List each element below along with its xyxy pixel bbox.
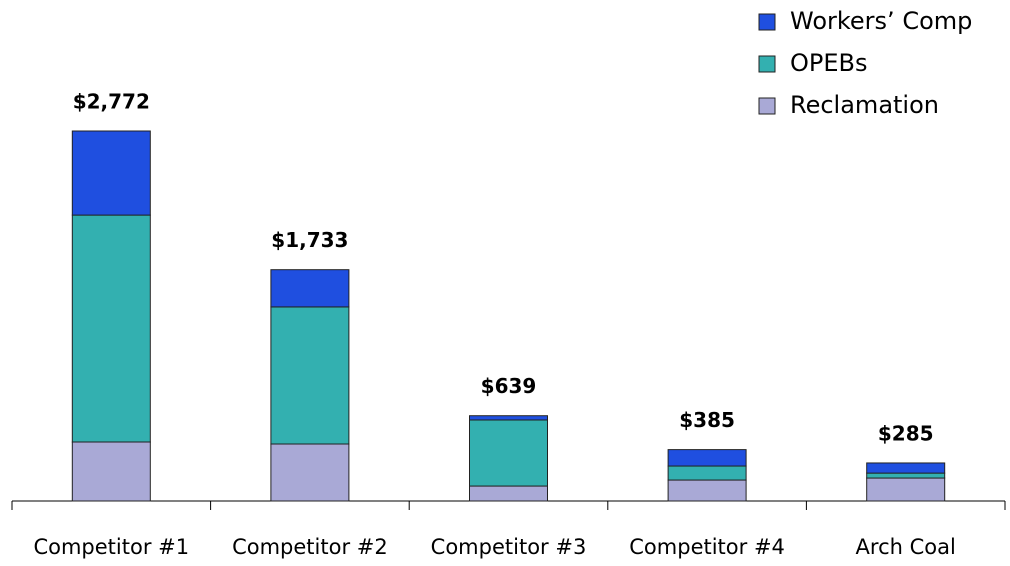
bar-segment bbox=[469, 485, 548, 502]
legend-swatch bbox=[758, 55, 776, 73]
x-tick-label: Competitor #2 bbox=[232, 535, 388, 559]
legend-swatch bbox=[758, 97, 776, 115]
legend-label: Reclamation bbox=[790, 91, 939, 119]
x-tick-label: Competitor #3 bbox=[431, 535, 587, 559]
bar-segment bbox=[469, 419, 548, 487]
x-tick-label: Competitor #1 bbox=[33, 535, 189, 559]
bar-segment bbox=[667, 449, 747, 467]
bar-segment bbox=[270, 269, 350, 308]
legend-swatch bbox=[758, 13, 776, 31]
total-label: $285 bbox=[878, 421, 934, 445]
x-tick-label: Competitor #4 bbox=[629, 535, 785, 559]
bar-segment bbox=[866, 472, 946, 479]
bar-segment bbox=[71, 441, 151, 502]
bar-segment bbox=[866, 477, 946, 502]
total-label: $385 bbox=[679, 408, 735, 432]
legend-label: Workers’ Comp bbox=[790, 7, 972, 35]
total-label: $639 bbox=[481, 374, 537, 398]
bar-segment bbox=[71, 130, 151, 216]
bar-segment bbox=[866, 462, 946, 474]
bar-segment bbox=[270, 443, 350, 502]
bar-segment bbox=[667, 479, 747, 502]
legend-label: OPEBs bbox=[790, 49, 868, 77]
bar-segment bbox=[71, 214, 151, 443]
bar-segment bbox=[270, 306, 350, 445]
bar-segment bbox=[667, 465, 747, 481]
total-label: $1,733 bbox=[271, 228, 348, 252]
x-tick-label: Arch Coal bbox=[856, 535, 956, 559]
total-label: $2,772 bbox=[73, 90, 150, 114]
bar-segment bbox=[469, 415, 548, 421]
